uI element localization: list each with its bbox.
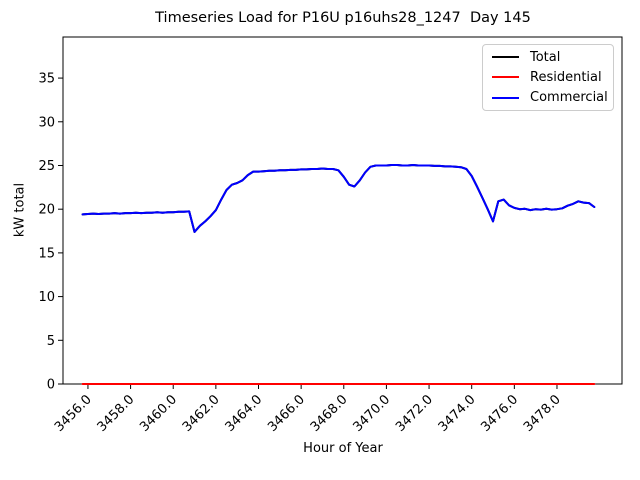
y-tick-label: 15 xyxy=(38,246,55,261)
x-tick-label: 3468.0 xyxy=(308,392,351,435)
chart-title: Timeseries Load for P16U p16uhs28_1247 D… xyxy=(155,10,531,26)
x-tick-label: 3476.0 xyxy=(478,392,521,435)
x-tick-label: 3470.0 xyxy=(350,392,393,435)
y-tick-label: 25 xyxy=(38,159,55,174)
legend-label-residential: Residential xyxy=(530,69,602,85)
y-tick-label: 10 xyxy=(38,290,55,305)
x-tick-label: 3456.0 xyxy=(52,392,95,435)
x-tick-label: 3466.0 xyxy=(265,392,308,435)
legend-line-commercial xyxy=(492,96,519,99)
y-tick-label: 30 xyxy=(38,115,55,130)
legend-label-total: Total xyxy=(530,49,561,65)
series-line-commercial xyxy=(81,164,596,233)
y-axis-label: kW total xyxy=(12,182,28,238)
legend-line-total xyxy=(492,56,519,59)
x-tick-label: 3472.0 xyxy=(393,392,436,435)
x-tick-label: 3478.0 xyxy=(521,392,564,435)
x-tick-label: 3460.0 xyxy=(137,392,180,435)
legend: Total Residential Commercial xyxy=(482,44,614,111)
series-line-total xyxy=(81,164,596,233)
y-tick-label: 5 xyxy=(47,334,55,349)
y-tick-label: 20 xyxy=(38,203,55,218)
x-tick-label: 3474.0 xyxy=(436,392,479,435)
legend-entry-residential: Residential xyxy=(492,69,613,85)
x-axis-label: Hour of Year xyxy=(303,441,383,456)
y-tick-label: 35 xyxy=(38,72,55,87)
x-tick-label: 3464.0 xyxy=(223,392,266,435)
legend-label-commercial: Commercial xyxy=(530,90,608,106)
y-tick-label: 0 xyxy=(47,378,55,393)
legend-entry-commercial: Commercial xyxy=(492,90,613,106)
legend-entry-total: Total xyxy=(492,49,613,65)
legend-line-residential xyxy=(492,76,519,79)
x-tick-label: 3458.0 xyxy=(95,392,138,435)
x-tick-label: 3462.0 xyxy=(180,392,223,435)
